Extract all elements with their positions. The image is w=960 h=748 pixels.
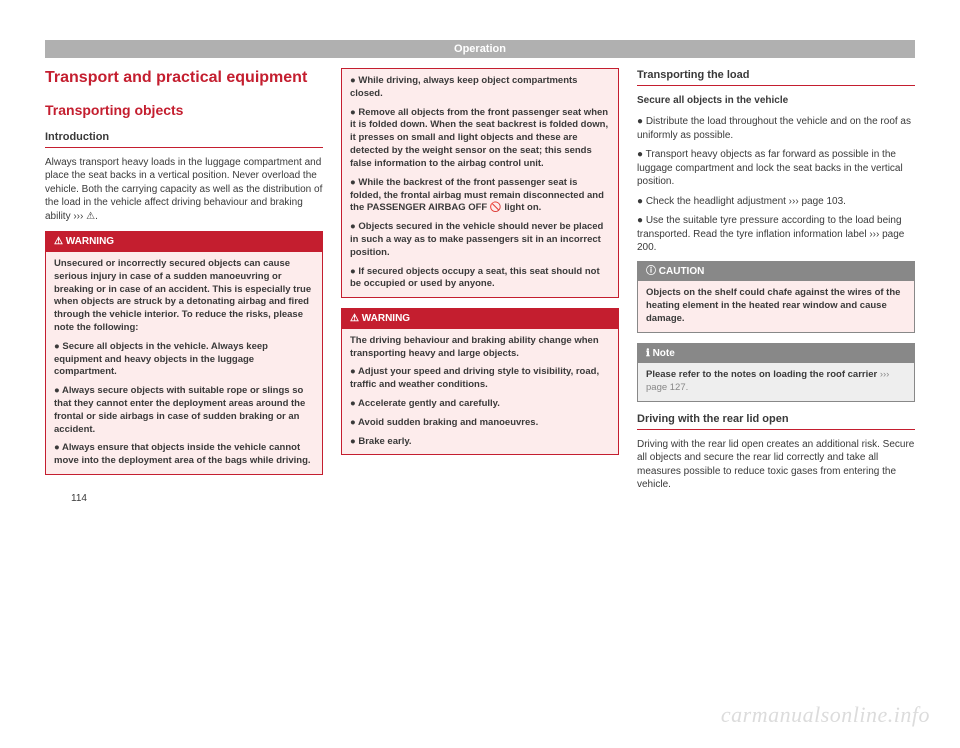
column-3: Transporting the load Secure all objects… [637,68,915,500]
warning-label: ⚠ WARNING [46,232,322,252]
warning-bullet: ● While the backrest of the front passen… [350,177,610,215]
note-body: Please refer to the notes on loading the… [638,363,914,401]
caution-body: Objects on the shelf could chafe against… [638,281,914,331]
bullet-list: ● Distribute the load throughout the veh… [637,115,915,255]
secure-objects-title: Secure all objects in the vehicle [637,94,915,108]
warning-bullet: ● Secure all objects in the vehicle. Alw… [54,341,314,379]
warning-label: ⚠ WARNING [342,309,618,329]
section-title: Transporting objects [45,101,323,120]
bullet-item: ● Transport heavy objects as far forward… [637,148,915,189]
note-text-span: Please refer to the notes on loading the… [646,369,880,380]
warning-bullet: ● Always secure objects with suitable ro… [54,385,314,436]
note-label: ℹ Note [638,344,914,364]
rear-lid-paragraph: Driving with the rear lid open creates a… [637,438,915,492]
watermark: carmanualsonline.info [721,702,930,728]
warning-bullet: ● Adjust your speed and driving style to… [350,366,610,392]
warning-bullet: ● Objects secured in the vehicle should … [350,221,610,259]
warning-bullet: ● While driving, always keep object comp… [350,75,610,101]
bullet-item: ● Distribute the load throughout the veh… [637,115,915,142]
sub-heading-rear-lid: Driving with the rear lid open [637,412,915,430]
warning-bullet: ● Avoid sudden braking and manoeuvres. [350,417,610,430]
column-2: ● While driving, always keep object comp… [341,68,619,500]
warning-bullet: ● Remove all objects from the front pass… [350,107,610,171]
warning-bullet: ● If secured objects occupy a seat, this… [350,266,610,292]
warning-box-1: ⚠ WARNING Unsecured or incorrectly secur… [45,231,323,475]
warning-text: Unsecured or incorrectly secured objects… [54,258,314,335]
warning-bullet: ● Always ensure that objects inside the … [54,442,314,468]
warning-box-2: ⚠ WARNING The driving behaviour and brak… [341,308,619,455]
warning-text: The driving behaviour and braking abilit… [350,335,610,361]
intro-paragraph: Always transport heavy loads in the lugg… [45,156,323,224]
sub-heading-transporting-load: Transporting the load [637,68,915,86]
manual-page: Operation Transport and practical equipm… [45,40,915,500]
warning-continuation: ● While driving, always keep object comp… [341,68,619,298]
note-text: Please refer to the notes on loading the… [646,369,906,395]
sub-heading-introduction: Introduction [45,130,323,148]
warning-bullet: ● Brake early. [350,436,610,449]
chapter-header-bar: Operation [45,40,915,58]
warning-bullet: ● Accelerate gently and carefully. [350,398,610,411]
content-columns: Transport and practical equipment Transp… [45,68,915,500]
caution-text: Objects on the shelf could chafe against… [646,287,906,325]
column-1: Transport and practical equipment Transp… [45,68,323,500]
caution-box: ⓘ CAUTION Objects on the shelf could cha… [637,261,915,333]
page-number: 114 [71,493,87,504]
caution-label: ⓘ CAUTION [638,262,914,282]
note-box: ℹ Note Please refer to the notes on load… [637,343,915,402]
bullet-item: ● Use the suitable tyre pressure accordi… [637,214,915,255]
warning-body: The driving behaviour and braking abilit… [342,329,618,455]
main-title: Transport and practical equipment [45,68,323,87]
bullet-item: ● Check the headlight adjustment ››› pag… [637,195,915,209]
warning-body: Unsecured or incorrectly secured objects… [46,252,322,474]
